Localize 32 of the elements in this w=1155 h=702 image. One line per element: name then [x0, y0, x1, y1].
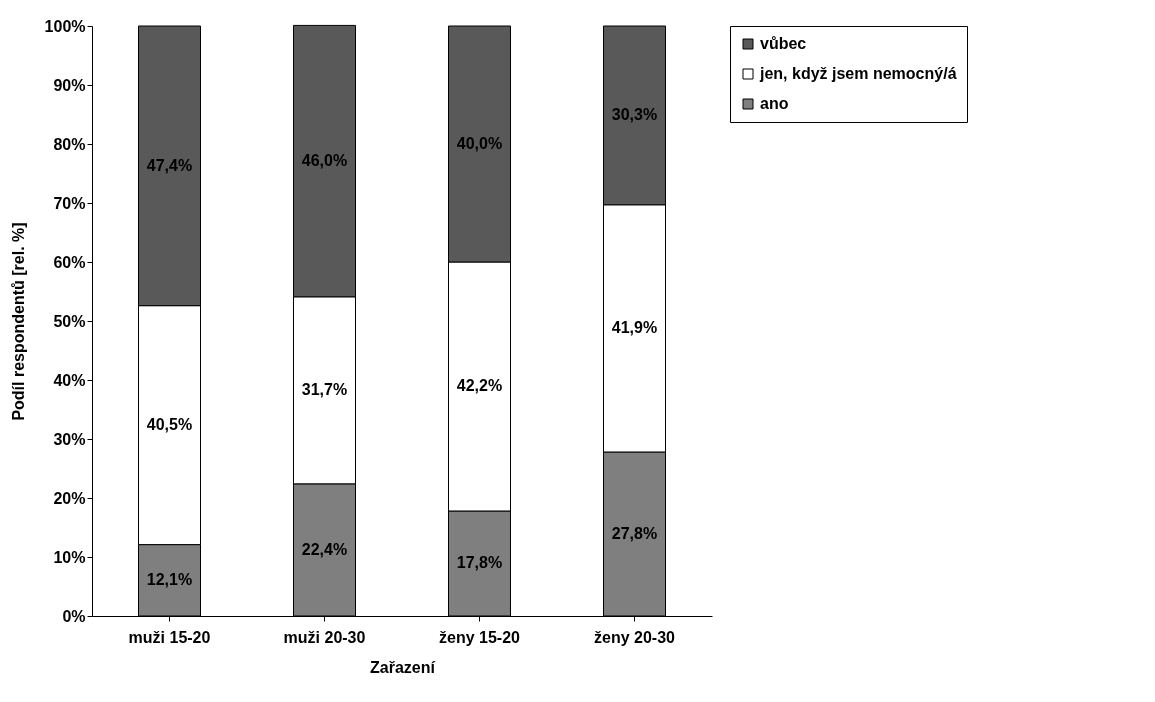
x-axis-title: Zařazení	[370, 658, 436, 676]
x-tick-label: ženy 20-30	[594, 628, 676, 646]
y-tick-label: 50%	[53, 312, 86, 330]
data-label: 31,7%	[301, 381, 348, 399]
y-tick-label: 70%	[53, 194, 86, 212]
y-tick-label: 60%	[53, 253, 86, 271]
data-label: 40,5%	[146, 416, 193, 434]
data-label: 47,4%	[146, 156, 193, 174]
y-tick-label: 10%	[53, 548, 86, 566]
x-tick-label: ženy 15-20	[439, 628, 521, 646]
y-tick-label: 0%	[62, 607, 86, 625]
data-label: 12,1%	[146, 571, 193, 589]
y-tick-label: 90%	[53, 76, 86, 94]
y-tick-label: 80%	[53, 135, 86, 153]
x-tick-label: muži 20-30	[283, 628, 366, 646]
y-tick-label: 100%	[44, 17, 86, 35]
data-label: 17,8%	[456, 554, 503, 572]
data-label: 41,9%	[611, 319, 658, 337]
y-axis-title: Podíl respondentů [rel. %]	[9, 222, 27, 421]
data-label: 22,4%	[301, 540, 348, 558]
data-label: 46,0%	[301, 152, 348, 170]
data-label: 40,0%	[456, 135, 503, 152]
legend-label: ano	[760, 95, 789, 112]
data-label: 30,3%	[611, 106, 658, 124]
data-label: 42,2%	[456, 377, 503, 395]
data-label: 27,8%	[611, 524, 658, 542]
y-tick-label: 20%	[53, 489, 86, 507]
y-tick-label: 30%	[53, 430, 86, 448]
y-tick-label: 40%	[53, 371, 86, 389]
x-tick-label: muži 15-20	[128, 628, 211, 646]
legend-label: vůbec	[760, 35, 807, 52]
legend-label: jen, když jsem nemocný/á	[759, 65, 957, 82]
